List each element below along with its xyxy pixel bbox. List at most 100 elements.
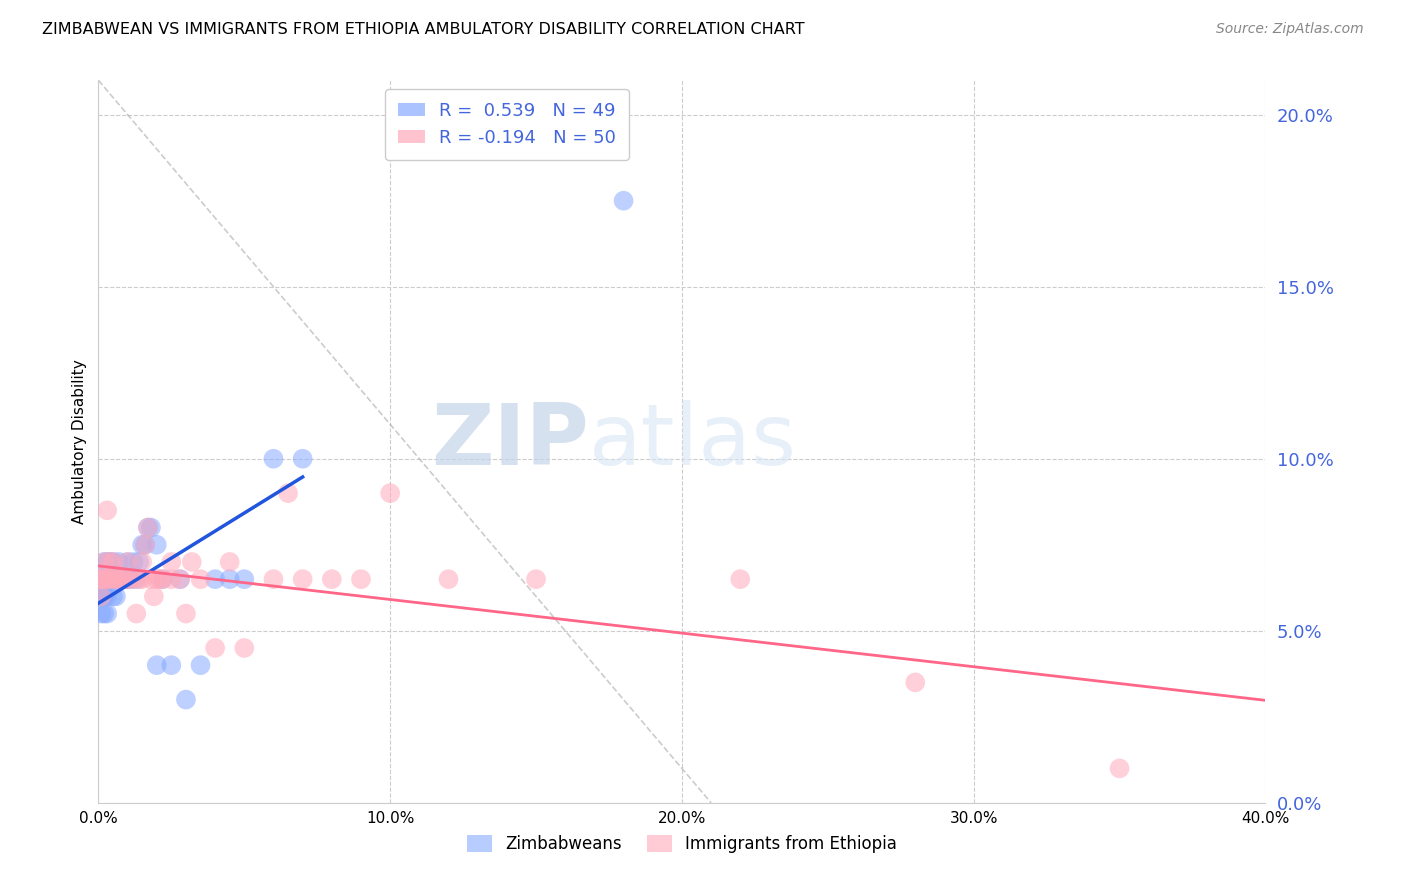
Point <box>108 572 131 586</box>
Point <box>96 572 118 586</box>
Point <box>101 555 124 569</box>
Point <box>146 658 169 673</box>
Point <box>152 572 174 586</box>
Point <box>128 572 150 586</box>
Point <box>218 572 240 586</box>
Point <box>904 675 927 690</box>
Point <box>160 572 183 586</box>
Point <box>146 572 169 586</box>
Text: ZIP: ZIP <box>430 400 589 483</box>
Point <box>91 590 114 604</box>
Legend: Zimbabweans, Immigrants from Ethiopia: Zimbabweans, Immigrants from Ethiopia <box>460 828 904 860</box>
Point <box>1108 761 1130 775</box>
Point <box>169 572 191 586</box>
Text: Source: ZipAtlas.com: Source: ZipAtlas.com <box>1216 22 1364 37</box>
Point <box>89 572 111 586</box>
Point <box>114 572 136 586</box>
Point <box>114 572 136 586</box>
Point <box>730 572 752 586</box>
Point <box>90 607 112 621</box>
Point <box>160 658 183 673</box>
Text: ZIMBABWEAN VS IMMIGRANTS FROM ETHIOPIA AMBULATORY DISABILITY CORRELATION CHART: ZIMBABWEAN VS IMMIGRANTS FROM ETHIOPIA A… <box>42 22 804 37</box>
Point <box>90 572 112 586</box>
Point <box>101 572 124 586</box>
Point <box>612 194 634 208</box>
Point <box>174 607 197 621</box>
Point <box>174 692 197 706</box>
Point <box>96 607 118 621</box>
Point <box>190 572 212 586</box>
Point <box>91 572 114 586</box>
Point <box>131 572 153 586</box>
Point <box>131 555 153 569</box>
Point <box>101 590 124 604</box>
Point <box>131 538 153 552</box>
Point <box>101 572 124 586</box>
Point <box>136 520 159 534</box>
Point <box>120 572 142 586</box>
Point <box>117 555 139 569</box>
Text: atlas: atlas <box>589 400 797 483</box>
Point <box>233 572 256 586</box>
Point <box>136 520 159 534</box>
Point <box>93 607 115 621</box>
Point <box>350 572 373 586</box>
Point <box>152 572 174 586</box>
Point <box>93 555 115 569</box>
Point <box>204 572 226 586</box>
Point <box>180 555 202 569</box>
Point <box>96 590 118 604</box>
Point <box>117 572 139 586</box>
Point <box>111 572 134 586</box>
Point <box>134 538 156 552</box>
Point <box>98 572 121 586</box>
Point <box>104 572 127 586</box>
Point <box>149 572 172 586</box>
Point <box>277 486 299 500</box>
Point <box>524 572 547 586</box>
Point <box>437 572 460 586</box>
Point <box>134 538 156 552</box>
Point <box>93 590 115 604</box>
Point <box>291 451 314 466</box>
Point <box>111 572 134 586</box>
Point <box>93 555 115 569</box>
Point <box>142 590 165 604</box>
Point <box>91 572 114 586</box>
Point <box>104 590 127 604</box>
Point <box>90 590 112 604</box>
Point <box>139 572 162 586</box>
Point <box>204 640 226 655</box>
Point <box>108 572 131 586</box>
Point <box>190 658 212 673</box>
Point <box>101 555 124 569</box>
Point <box>262 572 284 586</box>
Point <box>122 572 145 586</box>
Point <box>98 555 121 569</box>
Point <box>108 555 131 569</box>
Point <box>89 590 111 604</box>
Point <box>89 572 111 586</box>
Point <box>93 572 115 586</box>
Y-axis label: Ambulatory Disability: Ambulatory Disability <box>72 359 87 524</box>
Point <box>291 572 314 586</box>
Point <box>262 451 284 466</box>
Point <box>380 486 402 500</box>
Point <box>93 572 115 586</box>
Point <box>98 555 121 569</box>
Point <box>128 555 150 569</box>
Point <box>96 572 118 586</box>
Point <box>104 572 127 586</box>
Point <box>125 572 148 586</box>
Point <box>146 538 169 552</box>
Point <box>169 572 191 586</box>
Point <box>233 640 256 655</box>
Point <box>117 555 139 569</box>
Point <box>117 572 139 586</box>
Point <box>125 607 148 621</box>
Point <box>139 520 162 534</box>
Point <box>160 555 183 569</box>
Point <box>90 572 112 586</box>
Point <box>98 572 121 586</box>
Point <box>321 572 343 586</box>
